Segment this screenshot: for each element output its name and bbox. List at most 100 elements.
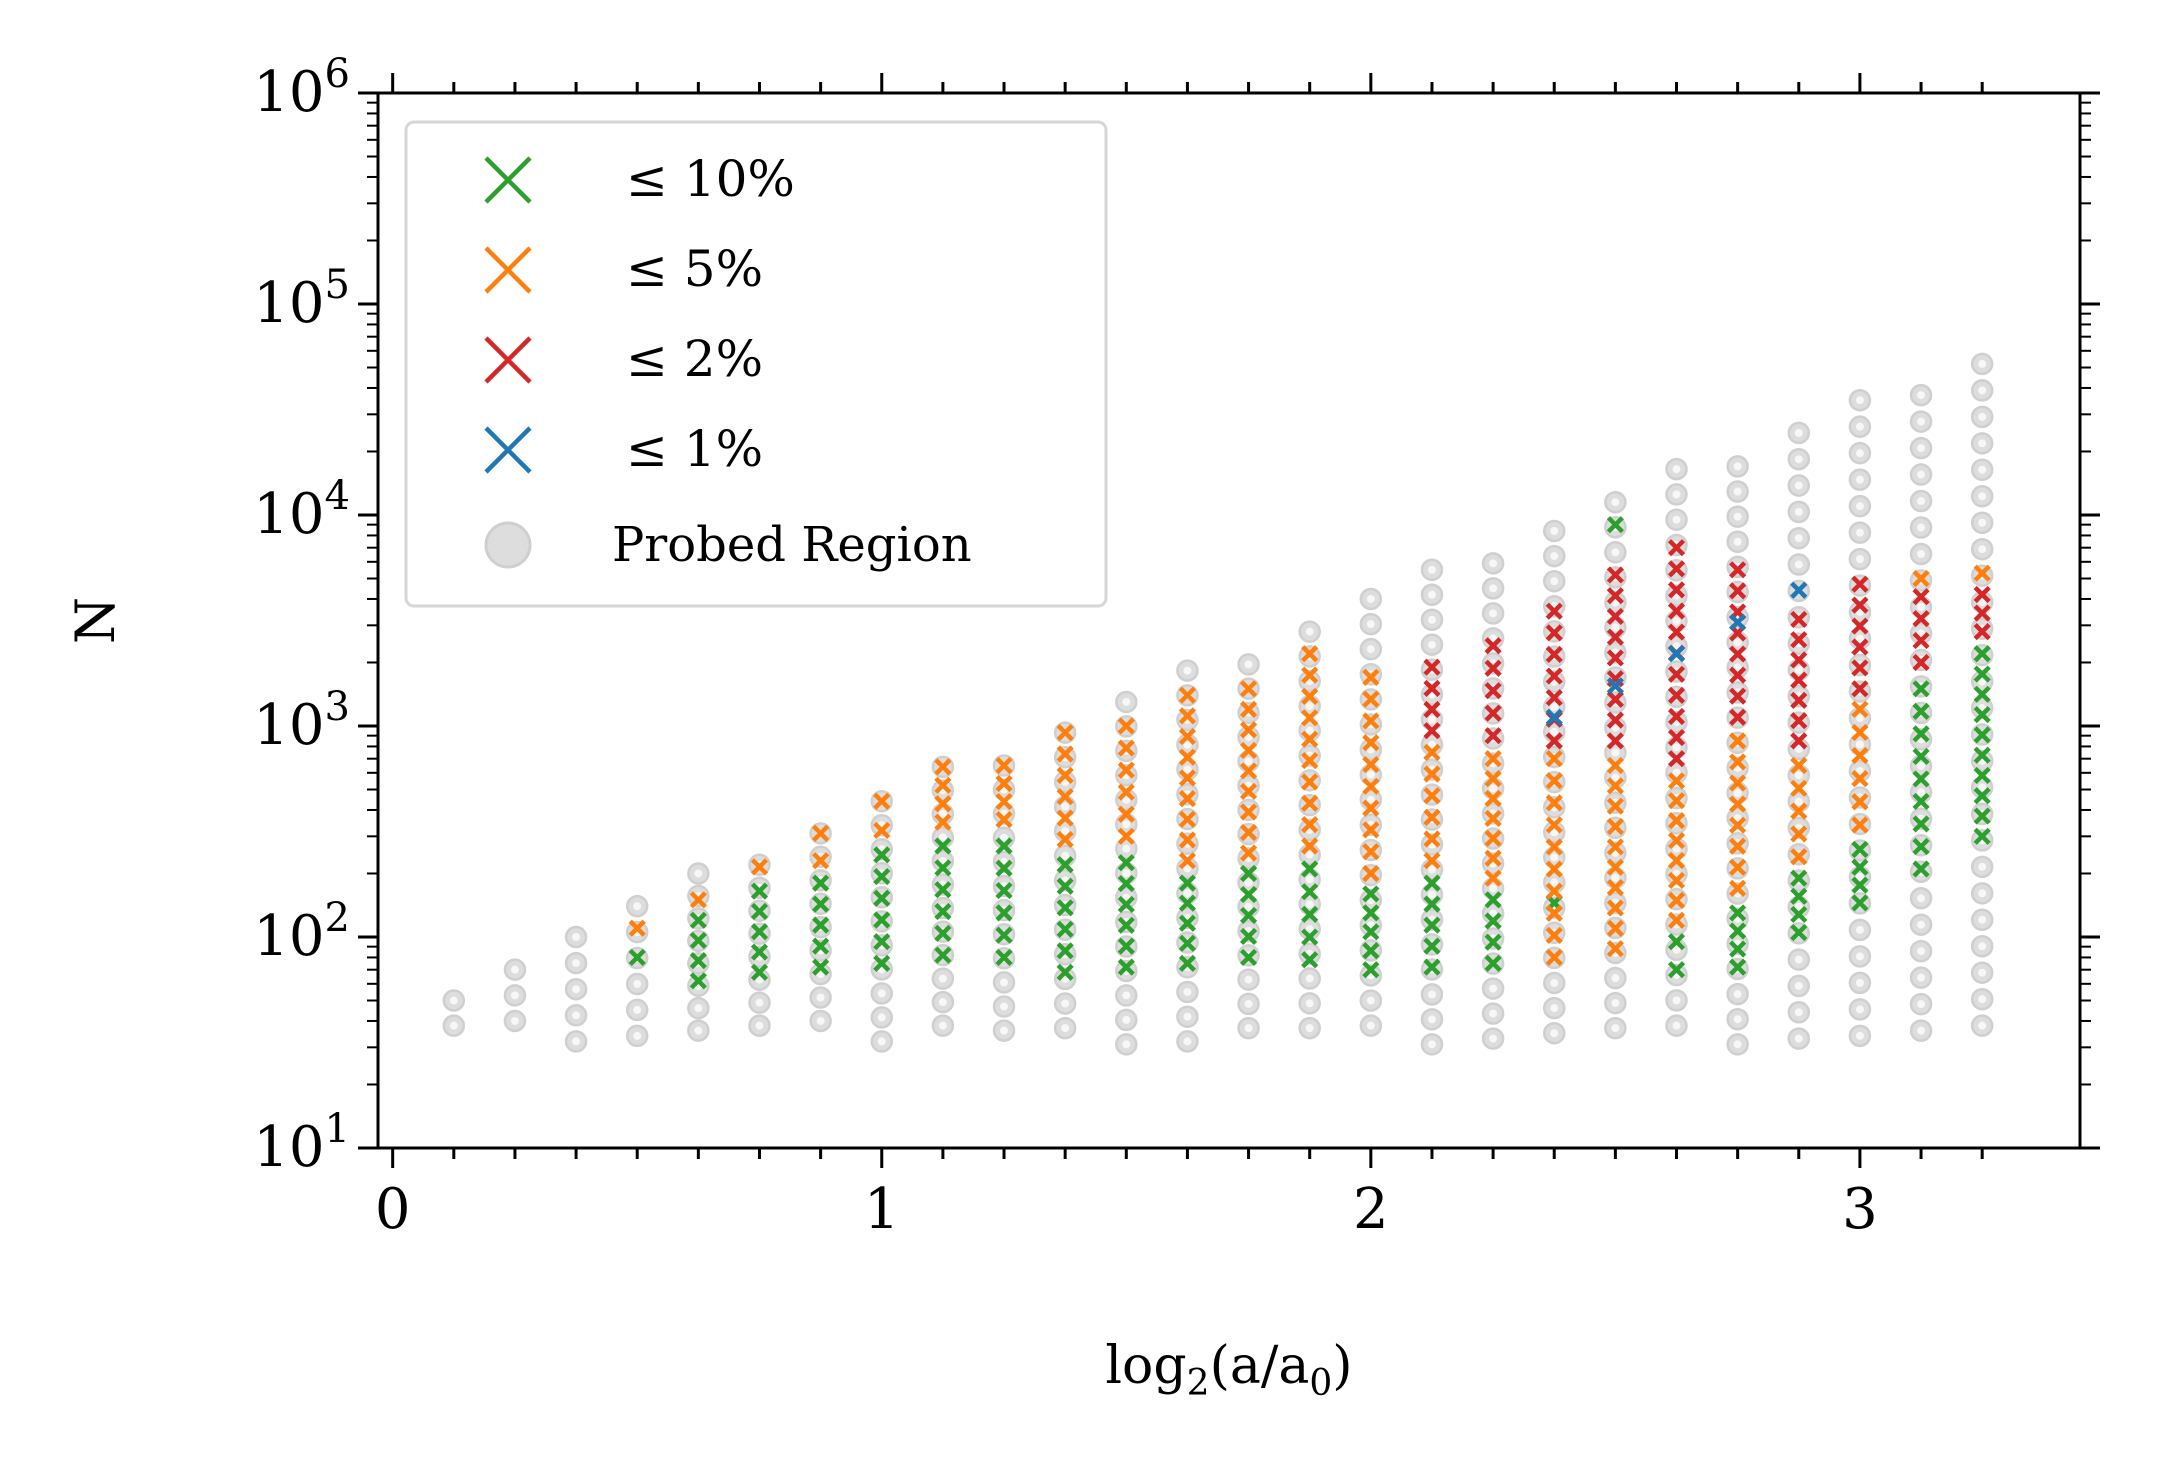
marker-le10 <box>934 946 952 964</box>
legend-label-le10: ≤ 10% <box>626 150 795 208</box>
probed-point-center <box>1733 487 1742 496</box>
marker-le10 <box>934 902 952 921</box>
marker-le2 <box>1851 638 1869 656</box>
marker-le10 <box>1301 883 1319 901</box>
x-tick-label: 1 <box>864 1177 900 1242</box>
probed-point-center <box>1978 915 1987 924</box>
marker-le2 <box>1790 610 1808 629</box>
probed-point-center <box>1733 638 1742 647</box>
probed-point-center <box>816 1016 825 1025</box>
probed-point-center <box>1611 873 1620 882</box>
marker-le10 <box>1301 928 1319 946</box>
marker-le5 <box>873 821 891 840</box>
marker-le5 <box>1178 748 1197 766</box>
marker-le5 <box>1545 750 1563 768</box>
marker-le2 <box>1667 623 1686 641</box>
probed-point-center <box>1978 942 1987 951</box>
marker-le10 <box>873 846 891 864</box>
marker-le10 <box>1056 942 1074 960</box>
probed-point-center <box>572 1011 581 1020</box>
marker-le10 <box>1239 948 1258 967</box>
marker-le10 <box>995 881 1013 900</box>
marker-le10 <box>1912 702 1930 720</box>
probed-point-center <box>1305 850 1314 859</box>
marker-le5 <box>1239 803 1258 821</box>
probed-point-center <box>1794 1034 1803 1043</box>
marker-le2 <box>1729 687 1747 705</box>
probed-point-center <box>1366 770 1375 779</box>
marker-le5 <box>1729 837 1747 855</box>
marker-le5 <box>1606 797 1624 815</box>
marker-le10 <box>1973 827 1991 845</box>
probed-point-center <box>1855 714 1864 723</box>
probed-point-center <box>1794 902 1803 911</box>
marker-le10 <box>1178 954 1197 972</box>
y-tick-label: 106 <box>253 51 350 125</box>
marker-le2 <box>1790 732 1808 750</box>
probed-point-center <box>1427 565 1436 574</box>
marker-le5 <box>1301 816 1319 834</box>
marker-le2 <box>1729 645 1747 663</box>
marker-le5 <box>934 795 952 813</box>
probed-point-center <box>1855 528 1864 537</box>
marker-le5 <box>1056 809 1074 827</box>
probed-point-center <box>1978 598 1987 607</box>
probed-point-center <box>1978 1021 1987 1030</box>
probed-point-center <box>1550 702 1559 711</box>
axis-ticks: 0 1 2 3 101 102 103 104 105 106 <box>253 51 2100 1242</box>
marker-le5 <box>1117 717 1135 735</box>
marker-le2 <box>1729 666 1747 684</box>
probed-point-center <box>1917 947 1926 956</box>
probed-point-center <box>1917 444 1926 453</box>
marker-le2 <box>1729 561 1747 579</box>
legend-label-le1: ≤ 1% <box>626 420 763 478</box>
marker-le2 <box>1912 610 1930 628</box>
marker-le5 <box>1545 882 1563 900</box>
marker-le5 <box>1606 940 1624 958</box>
marker-le2 <box>1667 686 1686 704</box>
probed-point-center <box>755 1021 764 1030</box>
marker-le10 <box>689 972 707 990</box>
marker-le5 <box>1423 852 1441 870</box>
probed-point-center <box>694 869 703 878</box>
marker-le10 <box>750 943 769 961</box>
probed-point-center <box>938 974 947 983</box>
probed-point-center <box>1244 660 1253 669</box>
marker-le5 <box>1912 569 1930 588</box>
marker-le2 <box>1667 665 1686 683</box>
y-tick-label: 105 <box>253 262 350 336</box>
probed-point-center <box>816 993 825 1002</box>
x-tick-label: 2 <box>1353 1177 1389 1242</box>
probed-point-center <box>1855 740 1864 749</box>
marker-le5 <box>1851 700 1869 718</box>
marker-le10 <box>1790 905 1808 924</box>
marker-le5 <box>873 792 891 810</box>
probed-point-center <box>1672 490 1681 499</box>
marker-le10 <box>1423 958 1441 976</box>
probed-point-center <box>1244 975 1253 984</box>
marker-le2 <box>1851 596 1869 614</box>
marker-le5 <box>1239 762 1258 780</box>
marker-le2 <box>1790 651 1808 669</box>
probed-point-center <box>1611 748 1620 757</box>
probed-point-center <box>1855 925 1864 934</box>
marker-le5 <box>1117 783 1135 801</box>
marker-le10 <box>934 881 952 899</box>
probed-point-center <box>633 979 642 988</box>
marker-le10 <box>1973 807 1991 825</box>
marker-le5 <box>1729 753 1747 771</box>
probed-point-center <box>1855 502 1864 511</box>
probed-point-center <box>1122 991 1131 1000</box>
probed-point-center <box>1917 1026 1926 1035</box>
probed-point-center <box>1794 534 1803 543</box>
marker-le5 <box>1545 926 1563 944</box>
probed-point-center <box>1550 526 1559 535</box>
marker-le2 <box>1667 728 1686 747</box>
x-tick-label: 3 <box>1842 1177 1878 1242</box>
probed-point-center <box>1427 740 1436 749</box>
marker-le5 <box>1362 843 1380 861</box>
marker-le2 <box>1545 667 1563 685</box>
probed-point-center <box>1427 1040 1436 1049</box>
marker-le1 <box>1790 581 1808 599</box>
probed-point-center <box>1917 894 1926 903</box>
